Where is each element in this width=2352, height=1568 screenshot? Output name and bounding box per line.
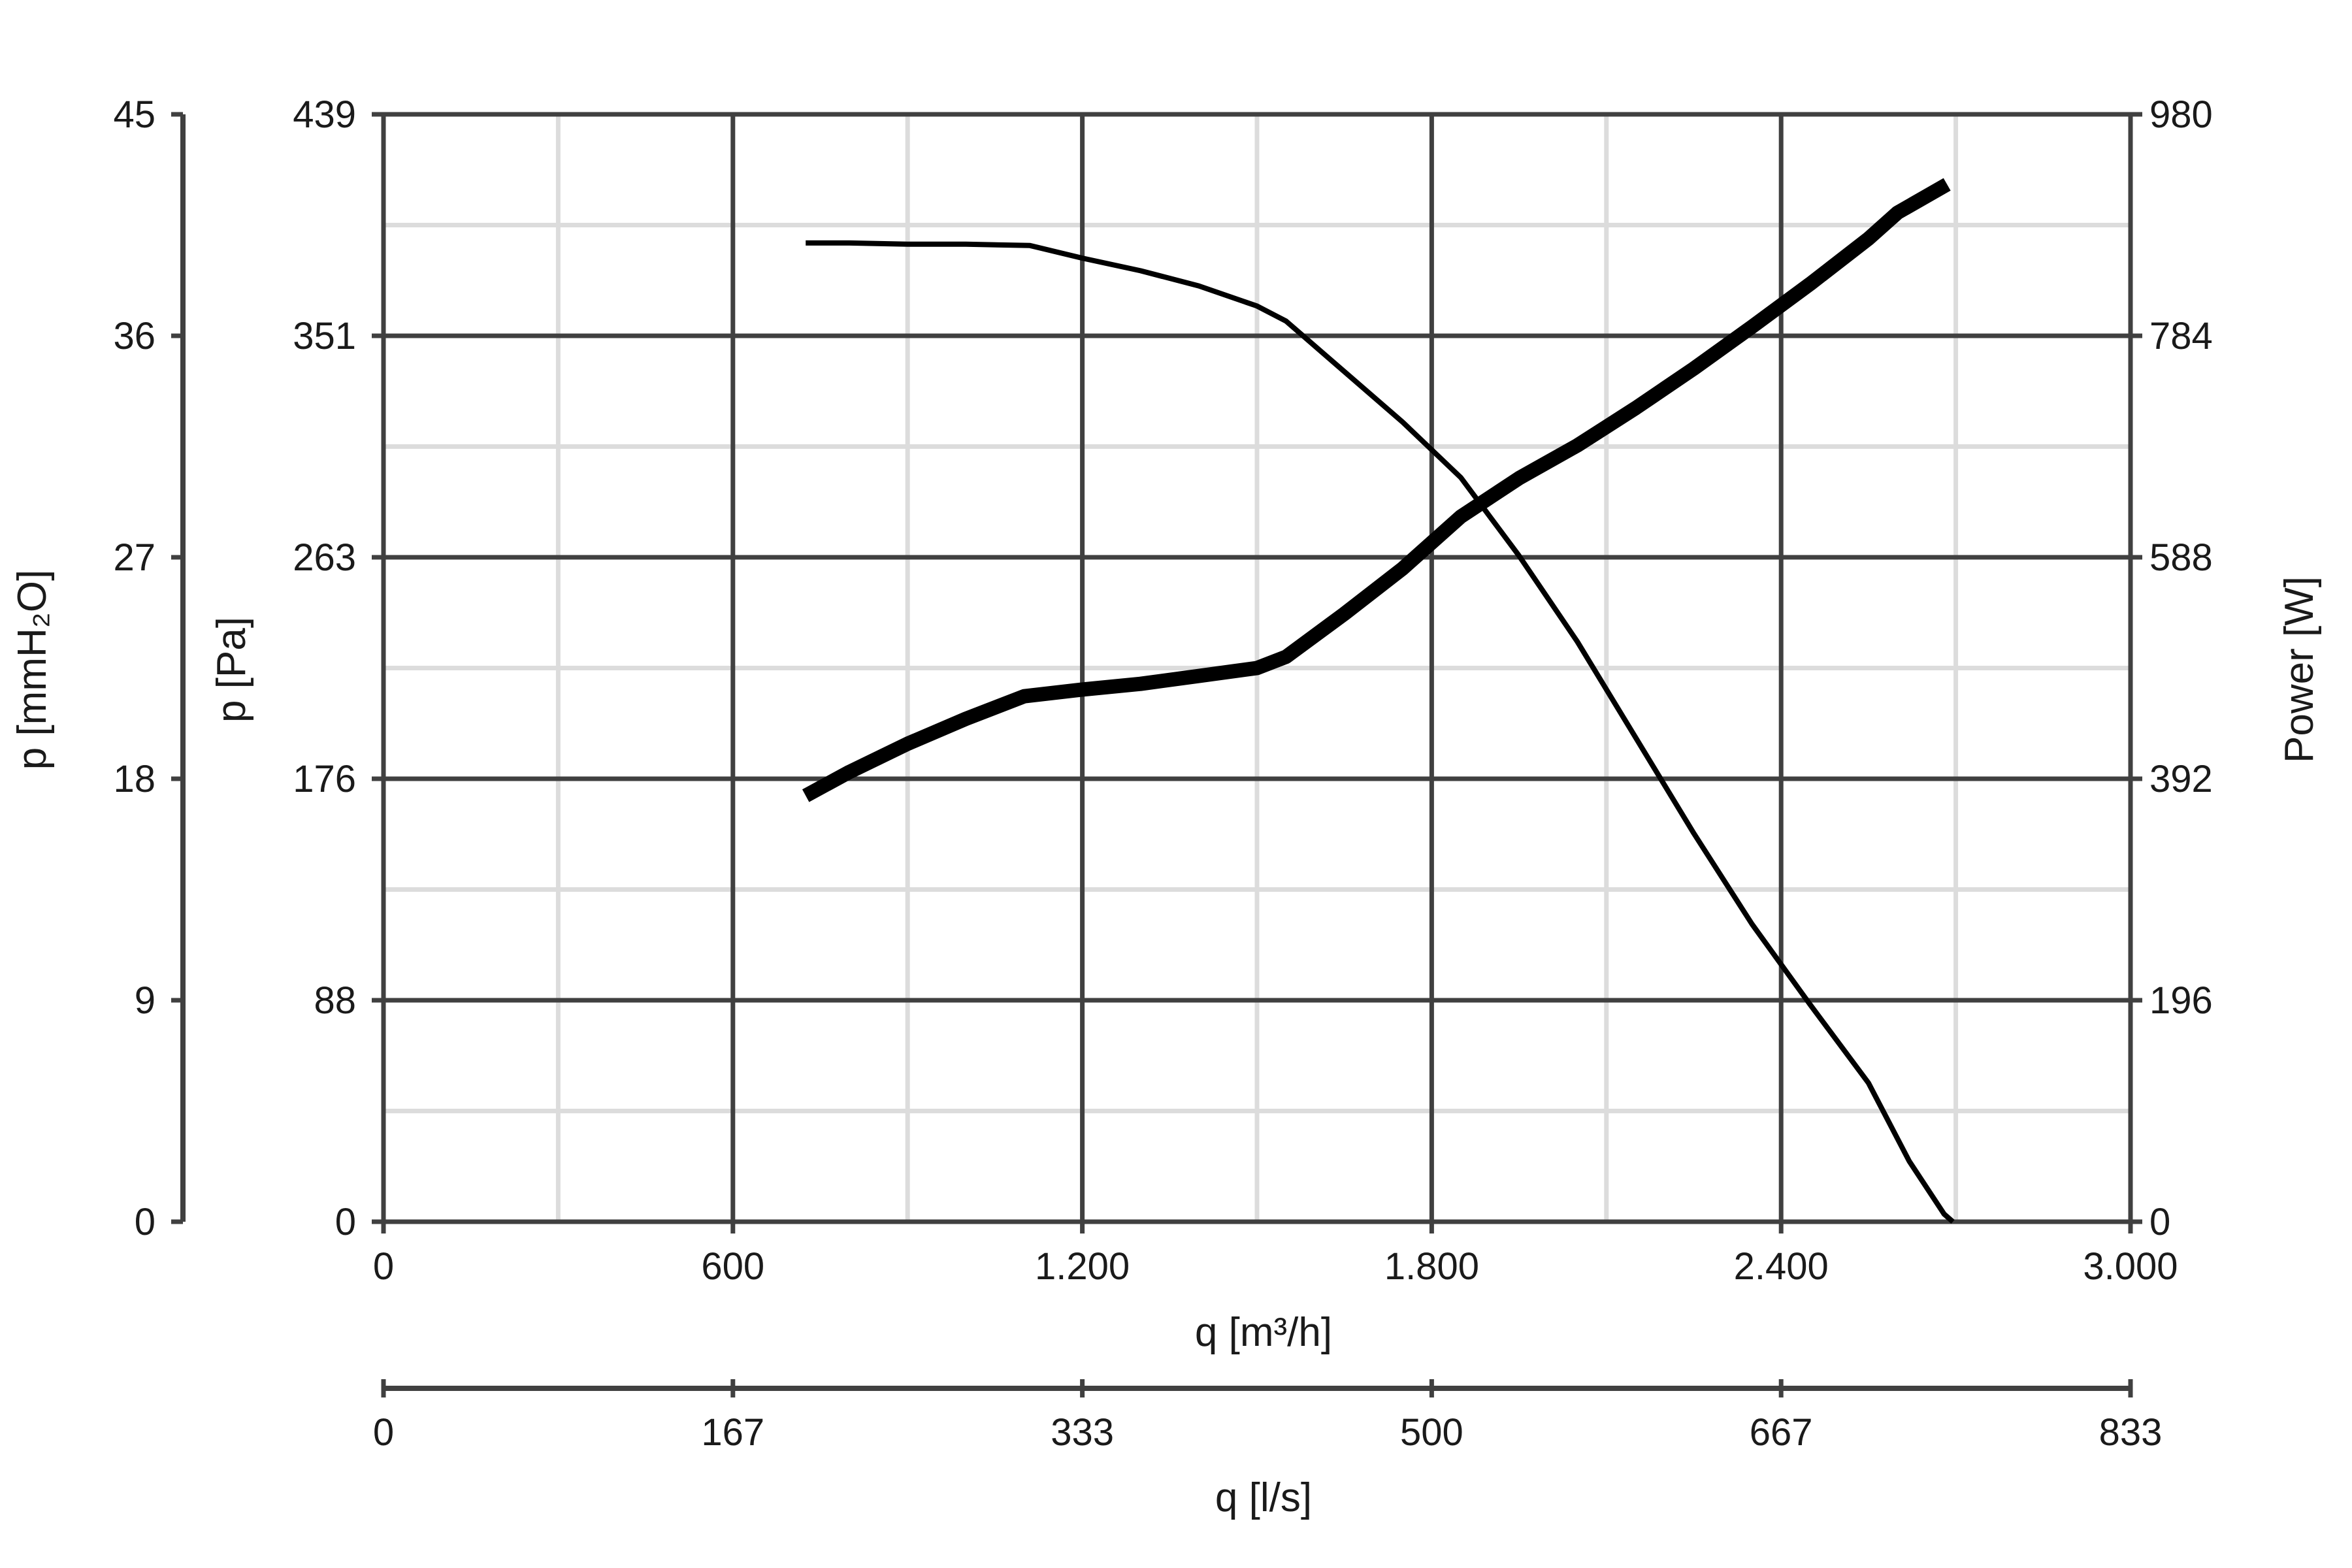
x2-tick-label: 167 [701, 1411, 764, 1454]
y-mmh2o-tick-label: 36 [113, 315, 155, 357]
y-pa-tick-label: 351 [293, 315, 356, 357]
y-mmh2o-tick-label: 18 [113, 758, 155, 800]
x-tick-label: 1.200 [1035, 1245, 1130, 1288]
y-pa-tick-label: 0 [335, 1201, 356, 1243]
pressure-curve [806, 240, 1955, 1224]
y-power-axis-label: Power [W] [2277, 576, 2322, 763]
y-pa-axis-label: p [Pa] [209, 617, 254, 723]
x-tick-label: 600 [701, 1245, 764, 1288]
curves [802, 178, 1955, 1224]
y-pa-tick-label: 176 [293, 758, 356, 800]
minor-grid [384, 114, 2131, 1222]
x-tick-label: 2.400 [1734, 1245, 1829, 1288]
y-power-tick-label: 0 [2149, 1201, 2170, 1243]
y-mmh2o-axis-label: p [mmH₂O] [10, 570, 55, 770]
x2-tick-label: 0 [373, 1411, 394, 1454]
x-tick-label: 3.000 [2083, 1245, 2178, 1288]
axes [171, 112, 2142, 1397]
x-axis-label: q [m³/h] [1195, 1310, 1332, 1355]
y-power-tick-label: 784 [2149, 315, 2213, 357]
y-mmh2o-tick-label: 0 [135, 1201, 155, 1243]
x2-axis-label: q [l/s] [1215, 1475, 1312, 1520]
x2-tick-label: 833 [2099, 1411, 2163, 1454]
y-power-tick-label: 980 [2149, 93, 2213, 136]
x2-tick-label: 667 [1750, 1411, 1813, 1454]
major-grid [381, 112, 2133, 1224]
y-mmh2o-tick-label: 9 [135, 979, 155, 1022]
y-power-tick-label: 588 [2149, 536, 2213, 579]
y-mmh2o-tick-label: 45 [113, 93, 155, 136]
y-pa-tick-label: 439 [293, 93, 356, 136]
x-tick-label: 0 [373, 1245, 394, 1288]
x2-tick-label: 333 [1051, 1411, 1114, 1454]
x2-tick-label: 500 [1400, 1411, 1463, 1454]
y-power-tick-label: 392 [2149, 758, 2213, 800]
power-curve [802, 178, 1951, 802]
y-mmh2o-tick-label: 27 [113, 536, 155, 579]
y-power-tick-label: 196 [2149, 979, 2213, 1022]
y-pa-tick-label: 263 [293, 536, 356, 579]
y-pa-tick-label: 88 [314, 979, 356, 1022]
x-tick-label: 1.800 [1384, 1245, 1479, 1288]
